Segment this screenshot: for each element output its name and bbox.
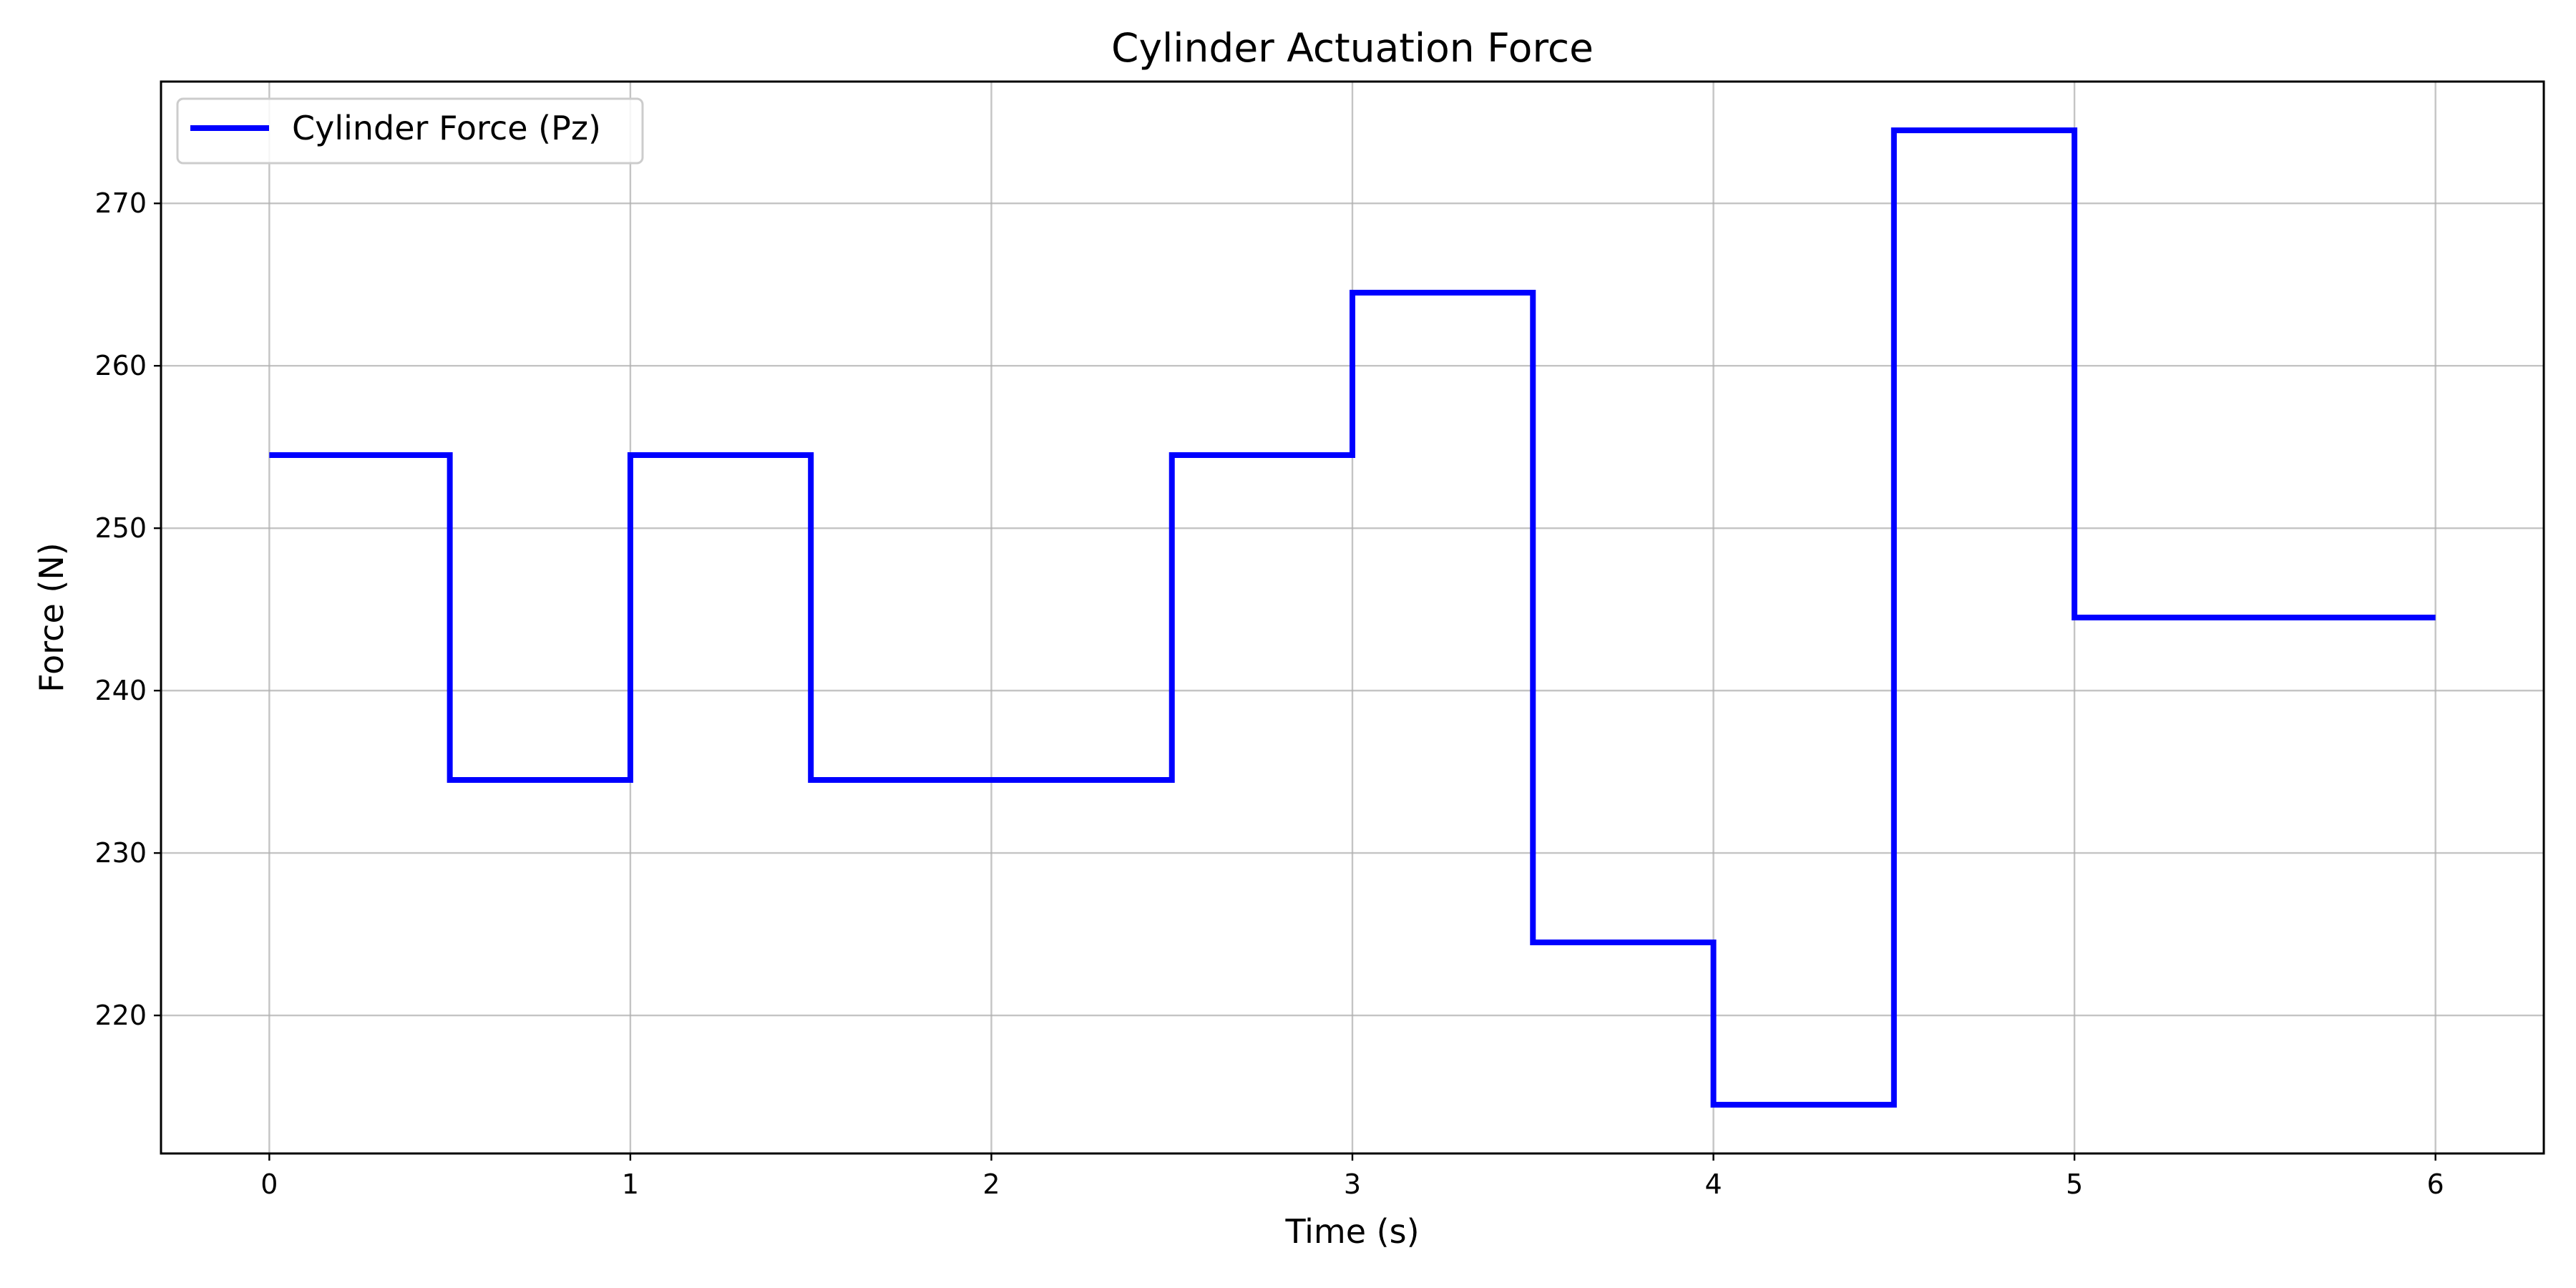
y-tick-label: 240 [94,675,147,706]
y-axis-label: Force (N) [32,542,71,692]
series-line [269,127,2436,1108]
x-tick-label: 3 [1344,1169,1361,1200]
x-tick-label: 2 [982,1169,1000,1200]
y-tick-label: 260 [94,350,147,381]
legend-label: Cylinder Force (Pz) [292,109,601,147]
x-tick-label: 4 [1704,1169,1722,1200]
chart-title: Cylinder Actuation Force [1111,25,1594,71]
x-tick-label: 1 [622,1169,639,1200]
legend: Cylinder Force (Pz) [176,97,644,165]
y-tick-label: 250 [94,512,147,544]
y-tick-label: 220 [94,1000,147,1031]
legend-box [176,97,644,165]
x-tick-label: 0 [260,1169,278,1200]
x-axis: 0 1 2 3 4 5 6 [260,1153,2444,1200]
plot-area [269,127,2436,1108]
y-axis: 220 230 240 250 260 270 [94,187,161,1031]
y-tick-label: 230 [94,837,147,869]
y-tick-label: 270 [94,187,147,219]
x-axis-label: Time (s) [1284,1212,1419,1251]
x-tick-label: 6 [2427,1169,2444,1200]
x-tick-label: 5 [2066,1169,2083,1200]
